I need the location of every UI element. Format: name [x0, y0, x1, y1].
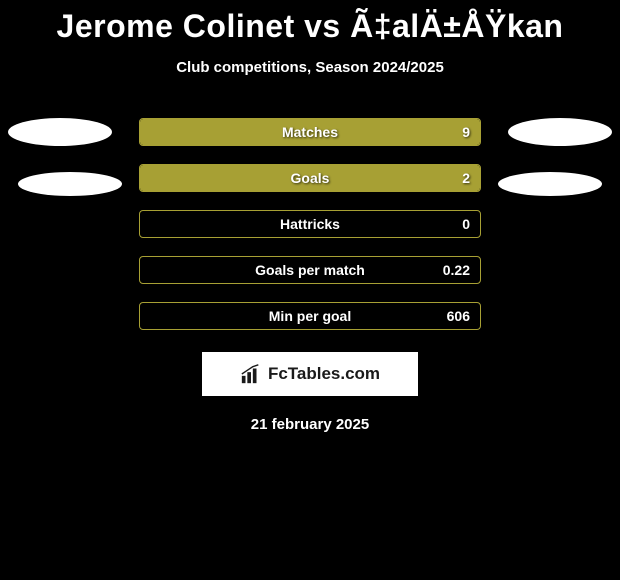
stats-area: Matches 9 Goals 2 Hattricks 0 Goals per …: [0, 118, 620, 330]
main-container: Jerome Colinet vs Ã‡alÄ±ÅŸkan Club compe…: [0, 0, 620, 433]
stat-row-hattricks: Hattricks 0: [139, 210, 481, 238]
stat-row-goals-per-match: Goals per match 0.22: [139, 256, 481, 284]
stat-label: Min per goal: [269, 308, 351, 324]
stat-label: Goals: [291, 170, 330, 186]
page-title: Jerome Colinet vs Ã‡alÄ±ÅŸkan: [0, 8, 620, 45]
avatar-right-secondary: [498, 172, 602, 196]
logo-text: FcTables.com: [268, 364, 380, 384]
avatar-right-primary: [508, 118, 612, 146]
stat-label: Goals per match: [255, 262, 365, 278]
chart-icon: [240, 363, 262, 385]
subtitle: Club competitions, Season 2024/2025: [0, 59, 620, 76]
stat-value: 606: [447, 308, 470, 324]
stat-value: 9: [462, 124, 470, 140]
stat-rows: Matches 9 Goals 2 Hattricks 0 Goals per …: [0, 118, 620, 330]
stat-label: Hattricks: [280, 216, 340, 232]
stat-value: 0.22: [443, 262, 470, 278]
stat-label: Matches: [282, 124, 338, 140]
stat-row-min-per-goal: Min per goal 606: [139, 302, 481, 330]
footer-date: 21 february 2025: [0, 416, 620, 433]
stat-row-goals: Goals 2: [139, 164, 481, 192]
stat-row-matches: Matches 9: [139, 118, 481, 146]
logo-box[interactable]: FcTables.com: [202, 352, 418, 396]
stat-value: 0: [462, 216, 470, 232]
stat-value: 2: [462, 170, 470, 186]
avatar-left-secondary: [18, 172, 122, 196]
avatar-left-primary: [8, 118, 112, 146]
